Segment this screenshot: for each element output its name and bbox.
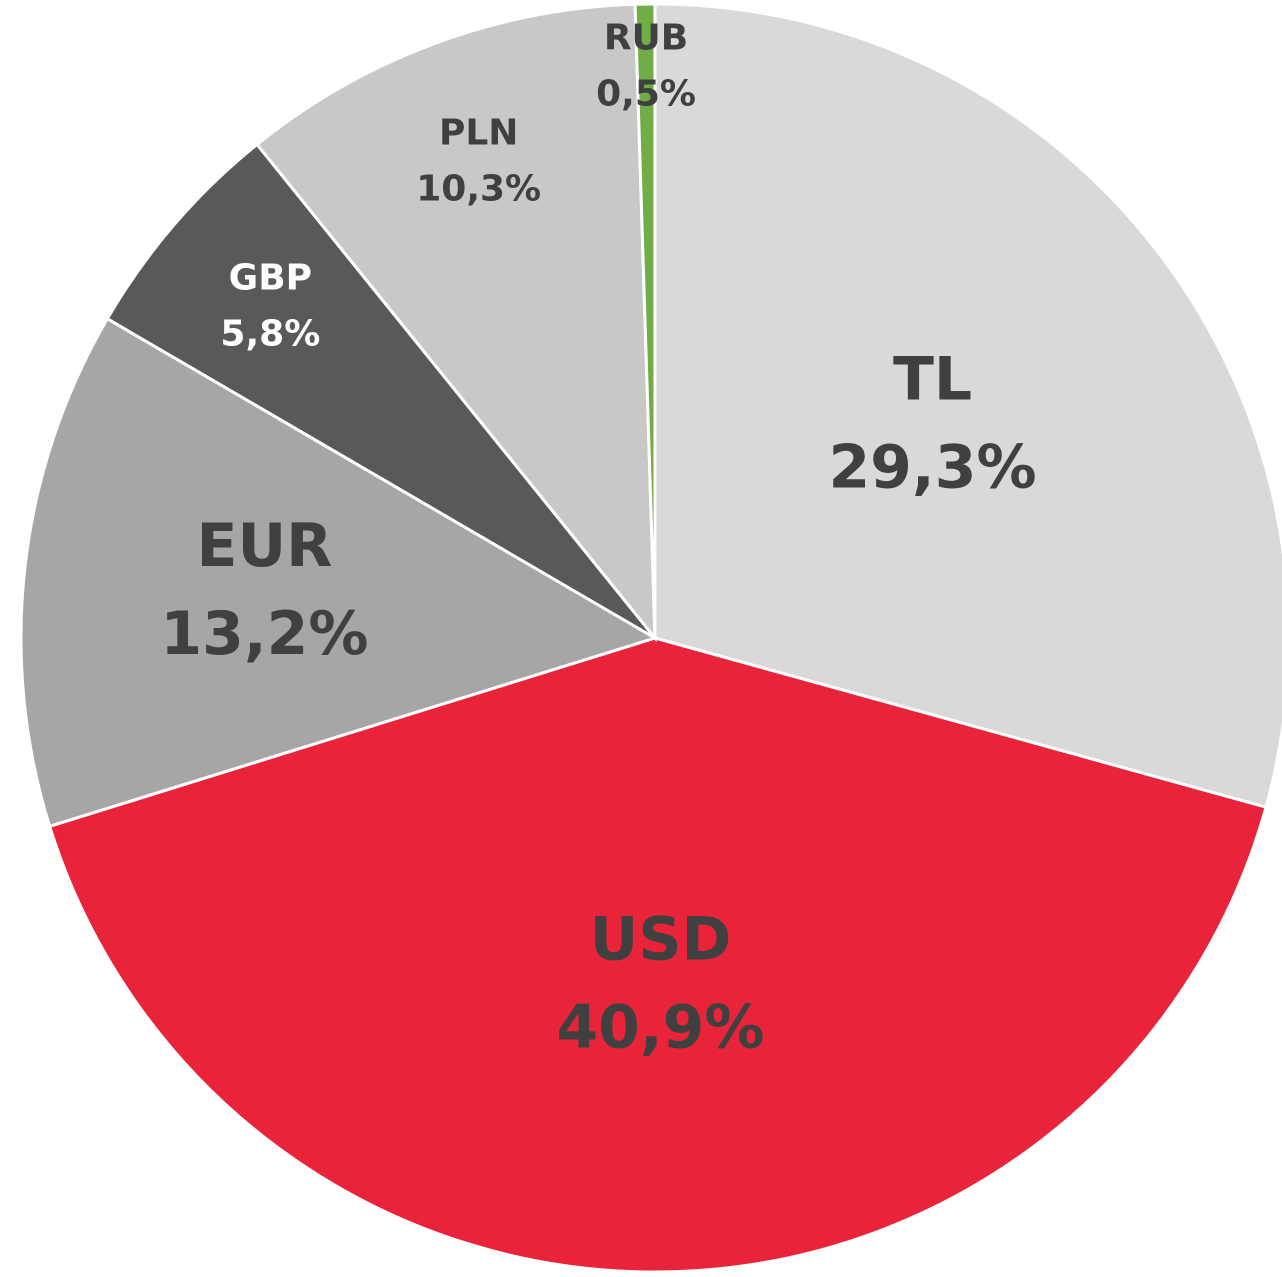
pie-slice xyxy=(105,142,657,640)
slice-value-label: 5,8% xyxy=(220,313,320,354)
slice-category: USD xyxy=(590,904,732,974)
pie-slice xyxy=(633,2,657,639)
slice-value-label: 13,2% xyxy=(160,599,368,669)
slice-category: RUB xyxy=(604,17,688,58)
slice-value-label: 29,3% xyxy=(828,432,1036,502)
slice-category: EUR xyxy=(196,511,332,581)
slice-value-label: 40,9% xyxy=(556,992,764,1062)
slice-value-label: 10,3% xyxy=(416,168,541,209)
pie-slice xyxy=(19,316,659,829)
pie-slice xyxy=(47,636,1268,1274)
pie-slice xyxy=(653,2,1282,810)
slice-category: TL xyxy=(893,344,972,414)
slice-category: PLN xyxy=(439,112,518,153)
slice-value-label: 0,5% xyxy=(596,73,696,114)
slice-category: GBP xyxy=(229,257,312,298)
pie-slice xyxy=(254,2,657,643)
